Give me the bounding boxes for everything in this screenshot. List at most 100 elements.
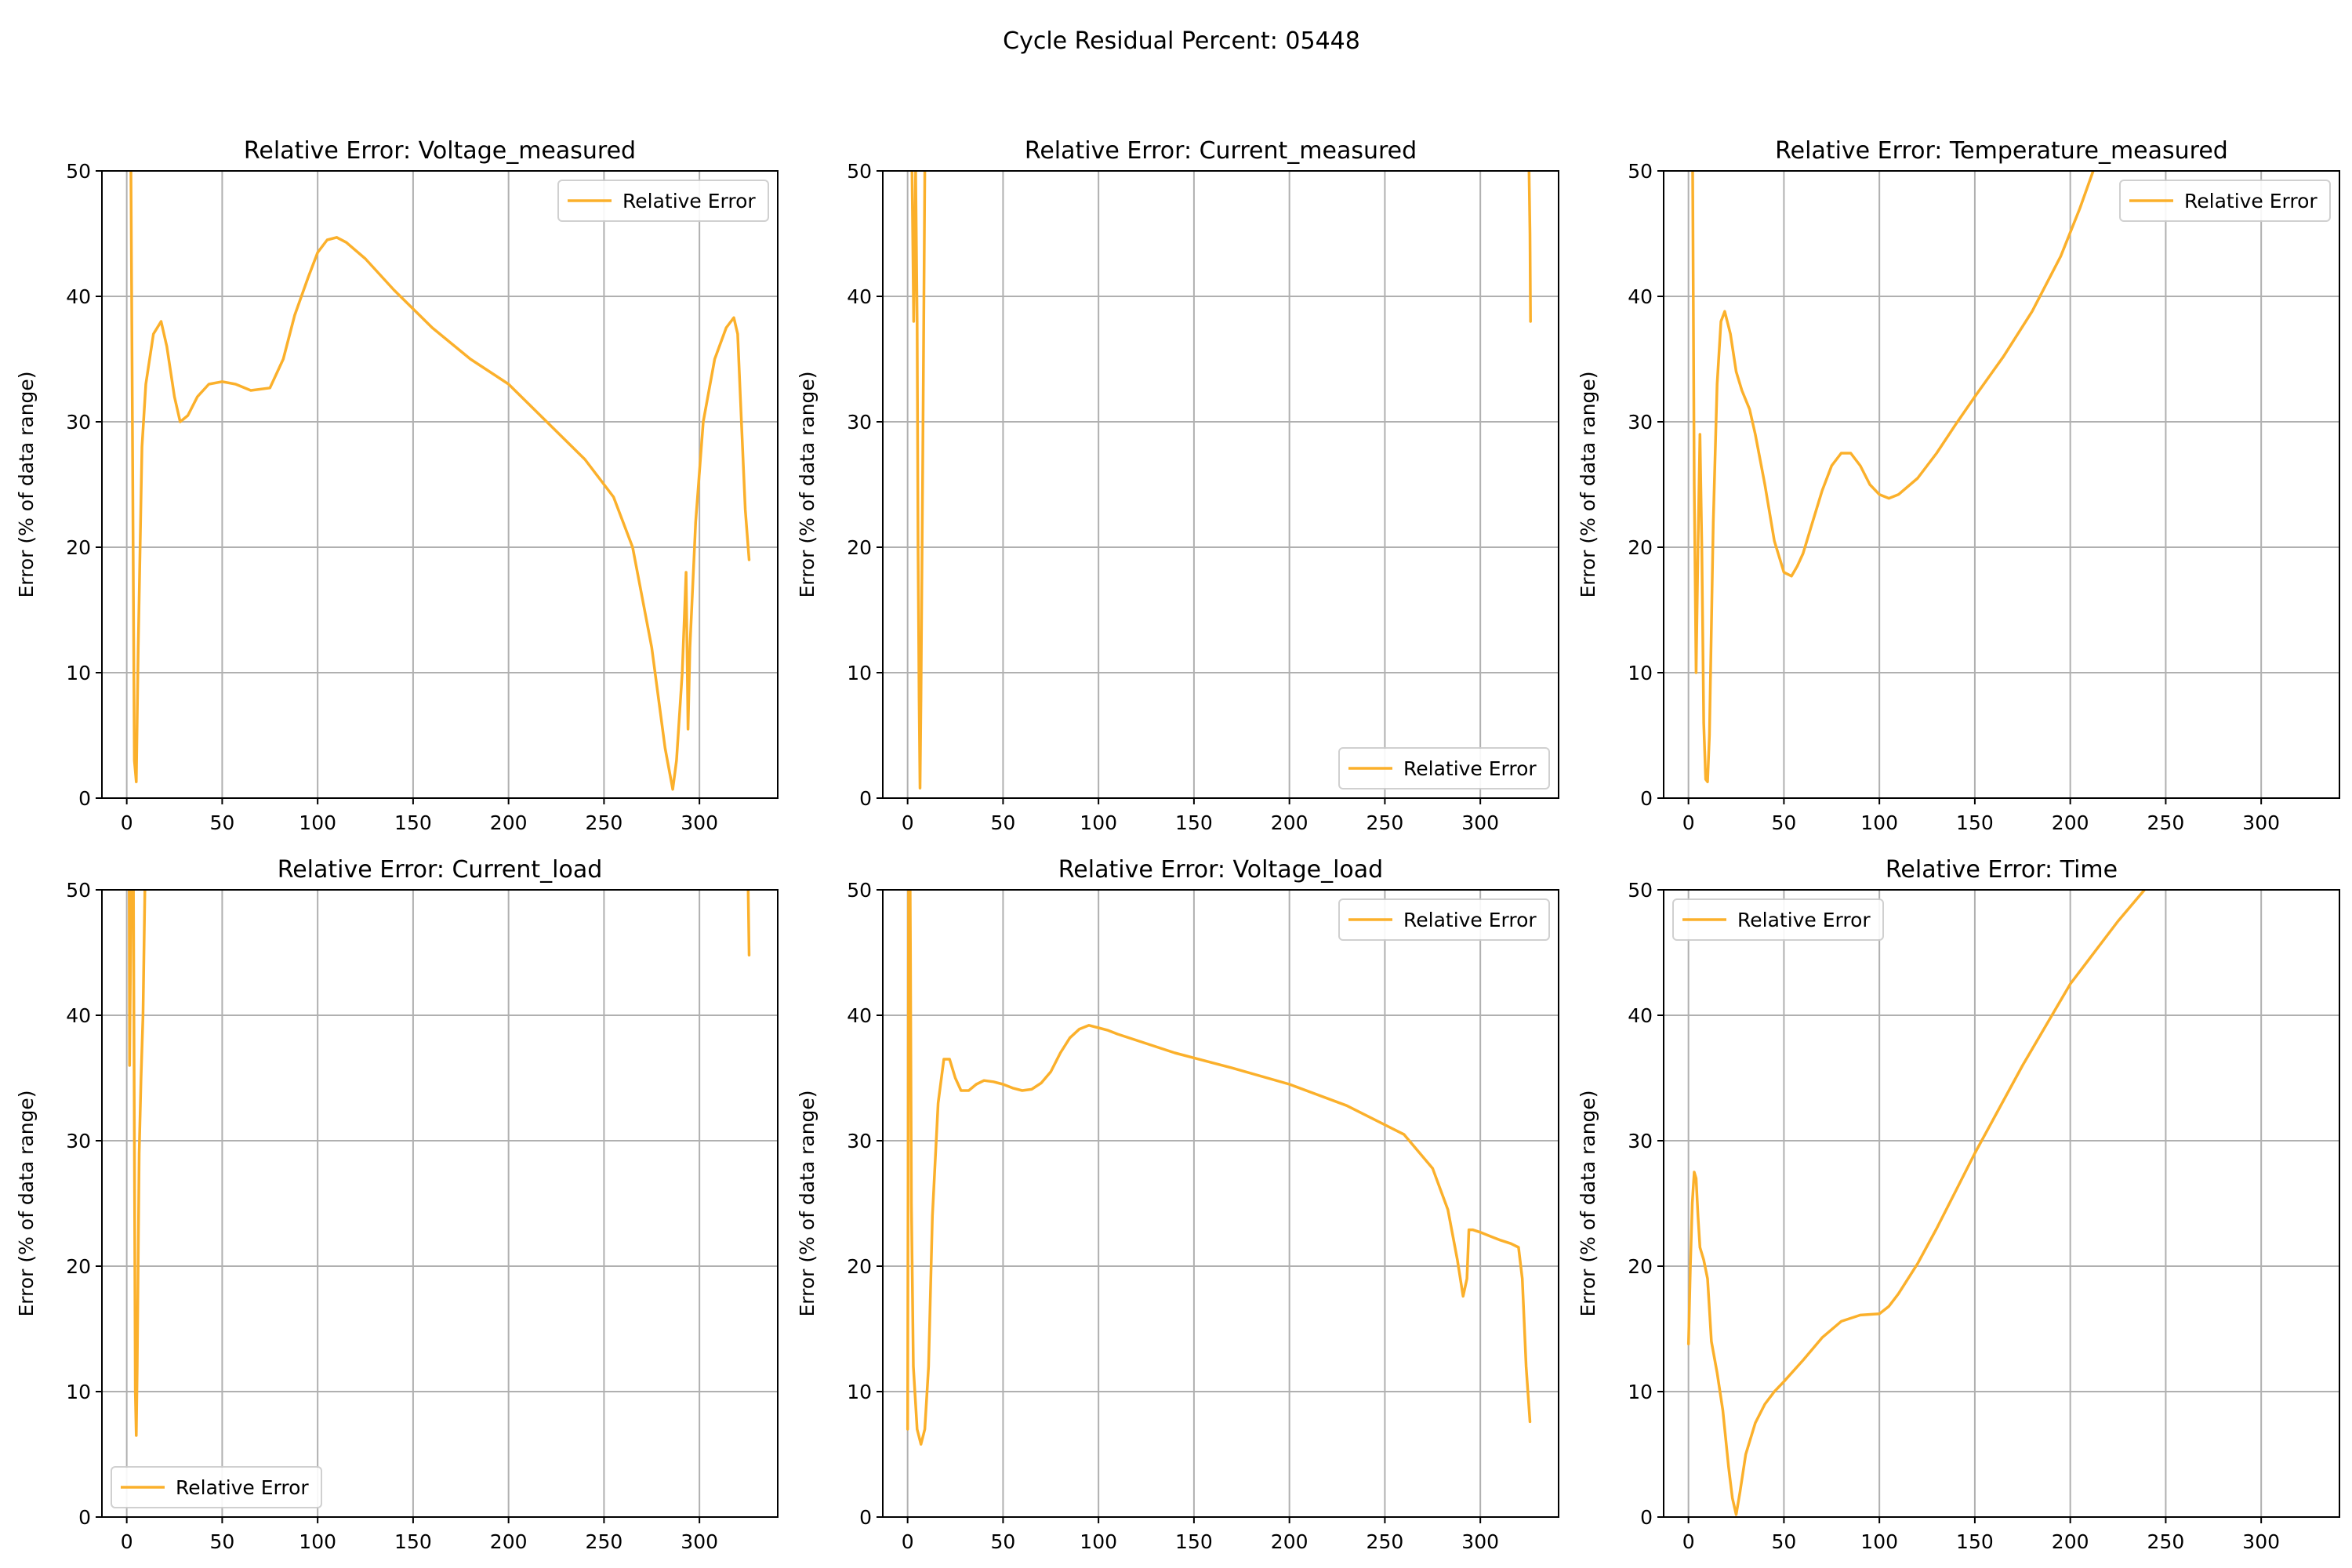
y-tick-label: 50: [1628, 160, 1653, 183]
legend-box: [1338, 898, 1550, 941]
x-tick-label: 100: [1860, 1530, 1898, 1553]
x-tick-label: 50: [1772, 1530, 1797, 1553]
y-tick-label: 40: [847, 285, 872, 308]
plot-frame: [101, 170, 779, 799]
y-tick-label: 20: [66, 536, 91, 559]
x-tick-label: 300: [2242, 1530, 2280, 1553]
y-tick-label: 40: [66, 285, 91, 308]
legend: Relative Error: [2119, 180, 2331, 222]
x-tick-label: 250: [2147, 811, 2185, 834]
y-tick-label: 40: [66, 1004, 91, 1027]
x-tick-label: 250: [1367, 811, 1404, 834]
subplot-3: 0 50 100 150 200 250 300 0 10 20 30 40 50 Relative Er…: [1577, 137, 2340, 834]
x-tick-label: 100: [299, 1530, 336, 1553]
x-tick-label: 150: [1956, 1530, 1994, 1553]
x-tick-label: 250: [586, 1530, 623, 1553]
y-tick-label: 20: [1628, 1255, 1653, 1278]
x-tick-label: 100: [1860, 811, 1898, 834]
x-tick-label: 200: [490, 1530, 528, 1553]
y-tick-label: 50: [66, 879, 91, 902]
legend-label: Relative Error: [2184, 190, 2318, 212]
subplot-6: 0 50 100 150 200 250 300 0 10 20 30 40 50 Relative Er…: [1577, 856, 2340, 1553]
y-axis-label: Error (% of data range): [15, 1090, 38, 1316]
y-tick-label: 0: [1640, 1506, 1653, 1529]
x-tick-label: 50: [210, 811, 235, 834]
x-tick-label: 150: [394, 1530, 432, 1553]
plot-frame: [1663, 889, 2340, 1518]
x-tick-label: 250: [1367, 1530, 1404, 1553]
y-tick-label: 50: [847, 160, 872, 183]
y-tick-label: 20: [847, 536, 872, 559]
legend: Relative Error: [1338, 898, 1550, 941]
x-tick-label: 300: [1461, 811, 1499, 834]
x-tick-label: 50: [991, 1530, 1016, 1553]
subplot-5: 0 50 100 150 200 250 300 0 10 20 30 40 50 Relative Er…: [796, 856, 1559, 1553]
y-tick-label: 0: [859, 787, 872, 810]
x-tick-label: 300: [2242, 811, 2280, 834]
legend-box: [1338, 747, 1550, 789]
series-line-relative-error: [910, 171, 1532, 789]
x-tick-label: 200: [2052, 1530, 2089, 1553]
legend-label: Relative Error: [176, 1476, 309, 1499]
subplot-title: Relative Error: Voltage_load: [1058, 856, 1383, 884]
y-tick-label: 50: [847, 879, 872, 902]
x-tick-label: 200: [1271, 811, 1308, 834]
x-tick-label: 100: [1080, 811, 1117, 834]
subplot-title: Relative Error: Temperature_measured: [1775, 137, 2228, 165]
x-tick-label: 0: [121, 1530, 133, 1553]
legend-box: [2119, 180, 2331, 222]
y-axis-label: Error (% of data range): [1577, 371, 1599, 597]
subplot-title: Relative Error: Voltage_measured: [244, 137, 636, 165]
x-tick-label: 200: [1271, 1530, 1308, 1553]
legend-label: Relative Error: [1737, 909, 1871, 931]
x-tick-label: 300: [1461, 1530, 1499, 1553]
legend-box: [1672, 898, 1884, 941]
y-tick-label: 30: [847, 1130, 872, 1152]
y-axis-label: Error (% of data range): [796, 371, 818, 597]
x-tick-label: 150: [1956, 811, 1994, 834]
y-tick-label: 30: [1628, 1130, 1653, 1152]
x-tick-label: 0: [1682, 811, 1695, 834]
legend-label: Relative Error: [1403, 909, 1537, 931]
plot-frame: [882, 170, 1559, 799]
x-tick-label: 250: [2147, 1530, 2185, 1553]
y-tick-label: 30: [1628, 411, 1653, 434]
y-tick-label: 40: [1628, 1004, 1653, 1027]
legend-box: [557, 180, 769, 222]
legend: Relative Error: [557, 180, 769, 222]
x-tick-label: 50: [1772, 811, 1797, 834]
y-tick-label: 10: [1628, 662, 1653, 684]
x-tick-label: 150: [1175, 1530, 1213, 1553]
x-tick-label: 50: [991, 811, 1016, 834]
y-tick-label: 0: [78, 1506, 91, 1529]
plot-frame: [101, 889, 779, 1518]
y-tick-label: 30: [66, 411, 91, 434]
legend: Relative Error: [1672, 898, 1884, 941]
x-tick-label: 200: [2052, 811, 2089, 834]
legend: Relative Error: [1338, 747, 1550, 789]
x-tick-label: 200: [490, 811, 528, 834]
y-tick-label: 40: [1628, 285, 1653, 308]
y-axis-label: Error (% of data range): [796, 1090, 818, 1316]
y-tick-label: 40: [847, 1004, 872, 1027]
x-tick-label: 100: [299, 811, 336, 834]
plot-frame: [882, 889, 1559, 1518]
series-line-relative-error: [129, 171, 751, 791]
y-tick-label: 0: [1640, 787, 1653, 810]
x-tick-label: 150: [1175, 811, 1213, 834]
x-tick-label: 300: [681, 811, 718, 834]
series-line-relative-error: [906, 890, 1532, 1446]
y-tick-label: 30: [847, 411, 872, 434]
x-tick-label: 50: [210, 1530, 235, 1553]
y-tick-label: 10: [847, 1381, 872, 1403]
x-tick-label: 0: [121, 811, 133, 834]
y-tick-label: 50: [66, 160, 91, 183]
y-tick-label: 50: [1628, 879, 1653, 902]
legend-box: [111, 1466, 322, 1508]
y-tick-label: 20: [1628, 536, 1653, 559]
y-tick-label: 0: [78, 787, 91, 810]
figure-suptitle: Cycle Residual Percent: 05448: [1003, 27, 1360, 55]
subplot-4: 0 50 100 150 200 250 300 0 10 20 30 40 50 Relative Er…: [15, 856, 779, 1553]
y-tick-label: 30: [66, 1130, 91, 1152]
series-line-relative-error: [128, 890, 751, 1437]
